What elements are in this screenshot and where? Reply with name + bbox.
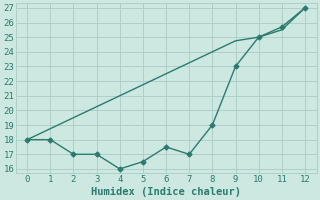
X-axis label: Humidex (Indice chaleur): Humidex (Indice chaleur) xyxy=(91,186,241,197)
